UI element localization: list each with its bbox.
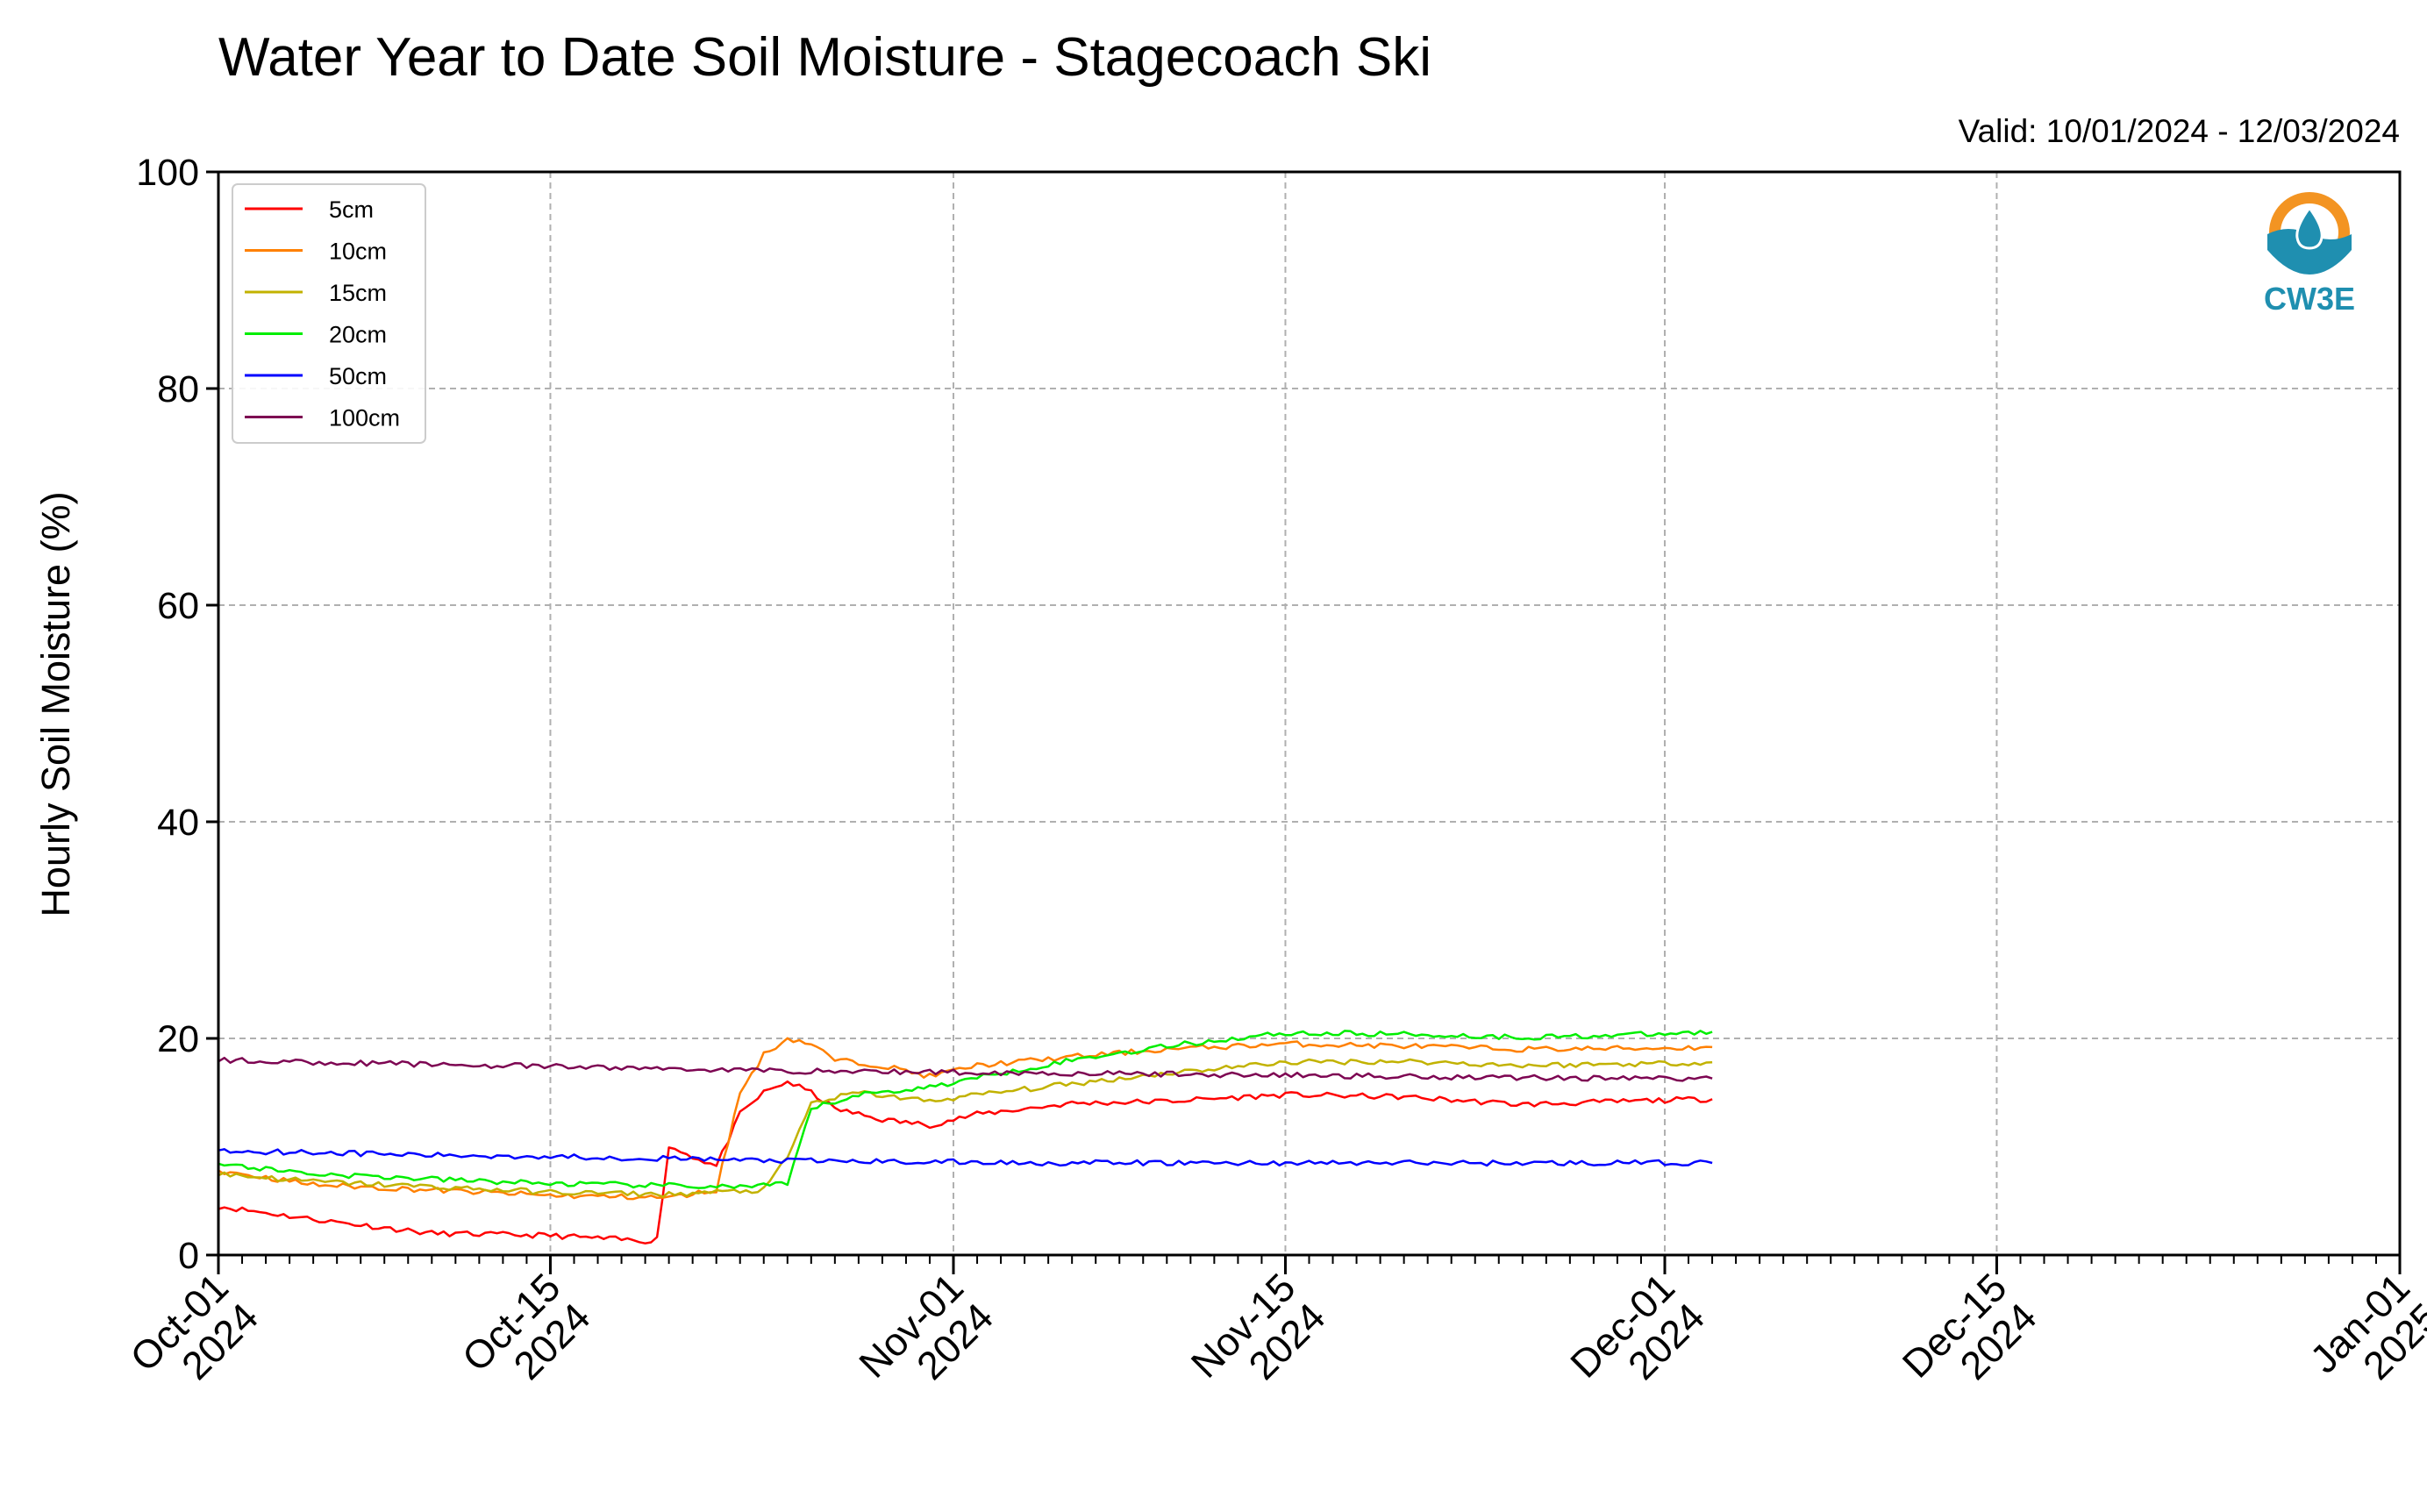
x-tick-label-text: Dec-012024 [1561,1265,1713,1416]
series-lines [218,1030,1713,1245]
series-line-10cm [218,1037,1713,1201]
series-line-50cm [218,1148,1713,1167]
legend: 5cm 10cm 15cm 20cm 50cm 100cm [232,183,426,444]
legend-label-100cm: 100cm [329,405,400,431]
series-line-100cm [218,1056,1713,1082]
logo-drop-icon [2295,205,2323,250]
legend-label-50cm: 50cm [329,363,387,389]
x-tick-label-text: Jan-012025 [2302,1265,2427,1411]
y-tick-label: 100 [136,152,199,194]
y-axis-label: Hourly Soil Moisture (%) [33,491,78,916]
x-tick-label-text: Dec-152024 [1894,1265,2045,1416]
legend-label-15cm: 15cm [329,280,387,306]
y-tick-label: 60 [157,585,199,627]
axis-ticks: 0 20 40 60 80 100 Oct-012024 Oct-152024 Nov-0120… [122,152,2427,1416]
legend-box [232,183,426,444]
series-line-15cm [218,1058,1713,1198]
series-line-20cm [218,1030,1713,1189]
x-tick-label: Oct-152024 [453,1265,598,1409]
cw3e-logo: CW3E [2264,192,2355,317]
x-tick-label-text: Nov-012024 [850,1265,1002,1416]
y-tick-label: 20 [157,1018,199,1060]
chart-title: Water Year to Date Soil Moisture - Stage… [218,27,1431,88]
chart-subtitle: Valid: 10/01/2024 - 12/03/2024 [1959,113,2400,149]
legend-label-10cm: 10cm [329,239,387,265]
legend-label-5cm: 5cm [329,196,374,223]
plot-frame [217,170,2402,1257]
x-tick-label-text: Oct-152024 [453,1265,598,1409]
logo-text: CW3E [2264,281,2355,317]
x-tick-label-text: Oct-012024 [122,1265,267,1409]
y-tick-label: 0 [178,1235,199,1277]
logo-wave-icon [2267,229,2352,275]
x-tick-label-text: Nov-152024 [1182,1265,1334,1416]
x-tick-label: Jan-012025 [2302,1265,2427,1411]
series-line-5cm [218,1080,1713,1245]
x-tick-label: Nov-012024 [850,1265,1002,1416]
y-tick-label: 80 [157,368,199,410]
x-tick-label: Nov-152024 [1182,1265,1334,1416]
y-tick-label: 40 [157,802,199,844]
legend-label-20cm: 20cm [329,322,387,348]
x-tick-label: Dec-152024 [1894,1265,2045,1416]
x-tick-label: Dec-012024 [1561,1265,1713,1416]
grid-lines [218,171,2401,1256]
x-tick-label: Oct-012024 [122,1265,267,1409]
